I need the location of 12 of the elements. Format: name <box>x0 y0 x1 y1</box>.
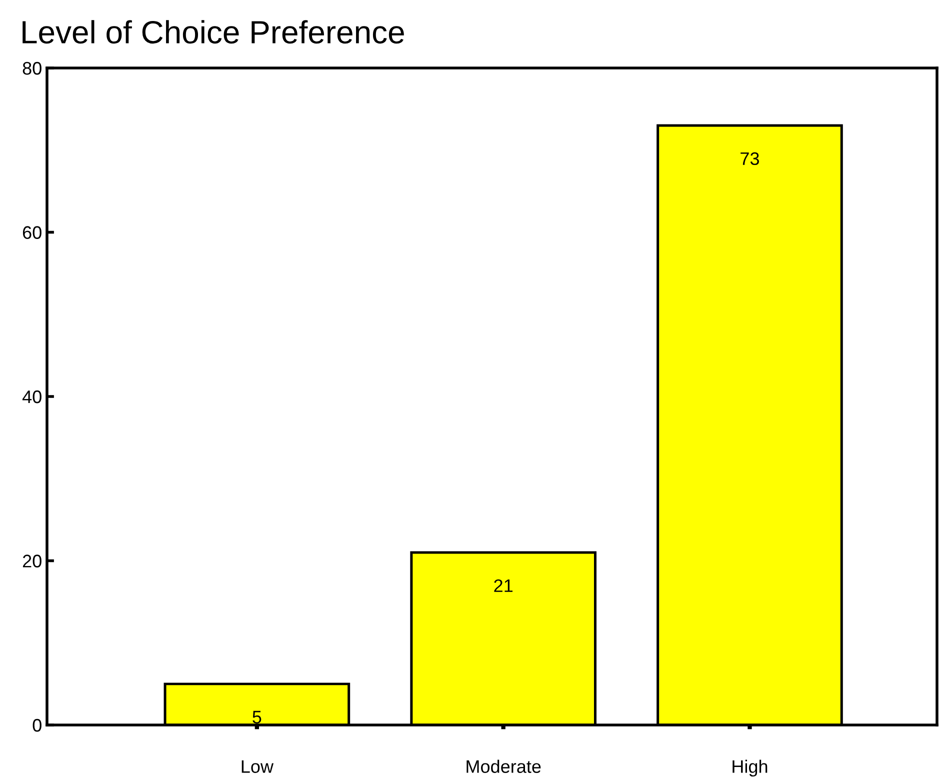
x-tick-label: Moderate <box>466 760 541 773</box>
data-label: 73 <box>740 152 759 166</box>
y-tick-label: 40 <box>22 390 42 404</box>
data-label: 5 <box>252 710 262 724</box>
y-tick-label: 80 <box>22 62 42 75</box>
y-tick-label: 20 <box>22 554 42 568</box>
x-tick-label: High <box>732 760 768 777</box>
y-tick-label: 0 <box>32 718 42 732</box>
y-tick-label: 60 <box>22 226 42 239</box>
chart-title: Level of Choice Preference <box>22 20 404 44</box>
data-label: 21 <box>494 579 512 592</box>
x-tick-label: Low <box>242 760 274 773</box>
